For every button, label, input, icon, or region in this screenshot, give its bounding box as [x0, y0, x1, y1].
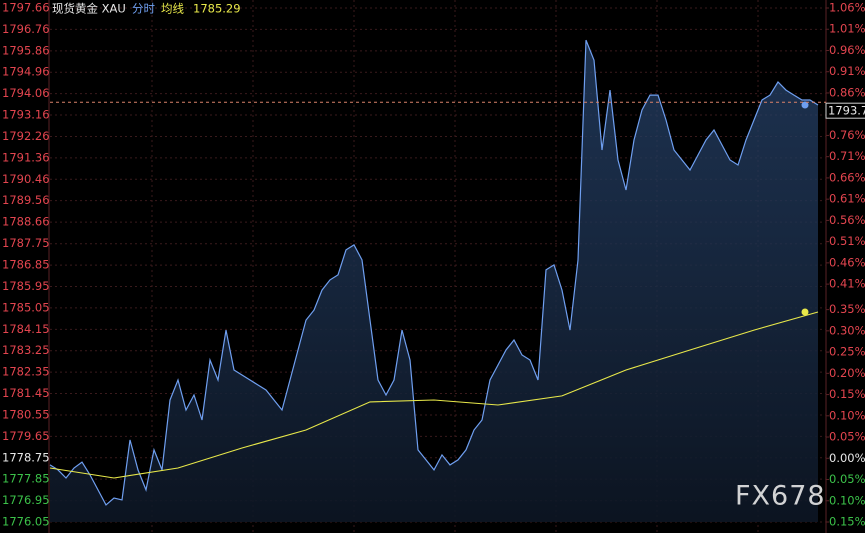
y2-tick-label: 0.10% [829, 493, 865, 507]
y-tick-label: 1793.16 [2, 108, 50, 122]
y-tick-label: 1784.15 [2, 322, 50, 336]
y2-tick-label: 0.61% [829, 192, 865, 206]
y-tick-label: 1794.96 [2, 65, 50, 79]
y-tick-label: 1792.26 [2, 129, 50, 143]
y-tick-label: 1781.45 [2, 386, 50, 400]
y-tick-label: 1787.75 [2, 236, 50, 250]
average-value: 1785.29 [193, 2, 241, 16]
y-tick-label: 1789.56 [2, 193, 50, 207]
y2-tick-label: 0.10% [829, 408, 865, 422]
y2-tick-label: 0.35% [829, 302, 865, 316]
y-tick-label: 1786.85 [2, 258, 50, 272]
legend-price: 分时 [132, 2, 155, 16]
plot-layer [49, 7, 829, 523]
y-tick-label: 1780.55 [2, 407, 50, 421]
price-area [50, 40, 818, 522]
y2-tick-label: 0.86% [829, 85, 865, 99]
watermark: FX678 [735, 481, 826, 512]
y2-tick-label: 0.51% [829, 234, 865, 248]
y2-tick-label: 0.05% [829, 430, 865, 444]
y-tick-label: 1778.75 [2, 450, 50, 464]
legend-average: 均线 [161, 2, 184, 16]
y-tick-label: 1785.05 [2, 300, 50, 314]
y-tick-label: 1794.06 [2, 86, 50, 100]
y-tick-label: 1788.66 [2, 215, 50, 229]
y-tick-label: 1790.46 [2, 172, 50, 186]
y-tick-label: 1797.66 [2, 1, 50, 15]
y2-tick-label: 0.66% [829, 170, 865, 184]
y-tick-label: 1795.86 [2, 43, 50, 57]
y2-tick-label: 1.06% [829, 1, 865, 15]
y2-tick-label: 0.76% [829, 128, 865, 142]
y-tick-label: 1782.35 [2, 365, 50, 379]
y2-tick-label: 0.91% [829, 64, 865, 78]
last-point [801, 101, 809, 109]
y-tick-label: 1791.36 [2, 150, 50, 164]
y2-tick-label: 0.96% [829, 43, 865, 57]
y2-tick-label: 0.46% [829, 255, 865, 269]
y2-tick-label: 0.25% [829, 345, 865, 359]
y2-tick-label: 0.71% [829, 149, 865, 163]
average-line [49, 311, 819, 479]
price-line [49, 39, 819, 506]
y2-tick-label: 0.56% [829, 213, 865, 227]
y-tick-label: 1779.65 [2, 429, 50, 443]
y-tick-label: 1785.95 [2, 279, 50, 293]
y-tick-label: 1776.95 [2, 493, 50, 507]
last-point [801, 308, 809, 316]
y2-tick-label: 0.30% [829, 323, 865, 337]
last-price-box [825, 102, 865, 119]
y2-tick-label: 0.00% [829, 451, 865, 465]
y-tick-label: 1777.85 [2, 472, 50, 486]
y-tick-label: 1776.05 [2, 515, 50, 529]
chart-title: 现货黄金 XAU [52, 2, 126, 16]
y2-tick-label: 0.15% [829, 515, 865, 529]
y2-tick-label: 0.20% [829, 366, 865, 380]
y-tick-label: 1796.76 [2, 22, 50, 36]
y2-tick-label: 0.41% [829, 277, 865, 291]
y2-tick-label: 0.15% [829, 387, 865, 401]
y2-tick-label: 1.01% [829, 22, 865, 36]
y2-tick-label: 0.05% [829, 472, 865, 486]
last-price-label: 1793.7 [828, 104, 865, 118]
y-tick-label: 1783.25 [2, 343, 50, 357]
